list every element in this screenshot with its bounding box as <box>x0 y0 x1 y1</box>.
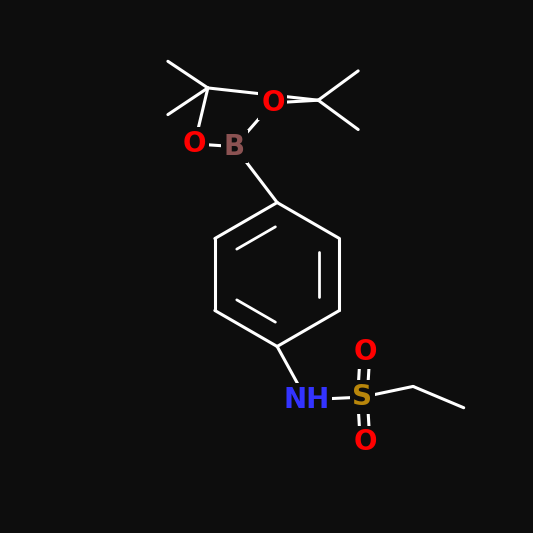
Text: B: B <box>224 133 245 160</box>
Text: NH: NH <box>284 386 329 414</box>
Text: O: O <box>353 429 377 456</box>
Text: O: O <box>183 130 206 158</box>
Text: O: O <box>261 89 285 117</box>
Text: O: O <box>353 338 377 366</box>
Text: S: S <box>352 383 373 411</box>
